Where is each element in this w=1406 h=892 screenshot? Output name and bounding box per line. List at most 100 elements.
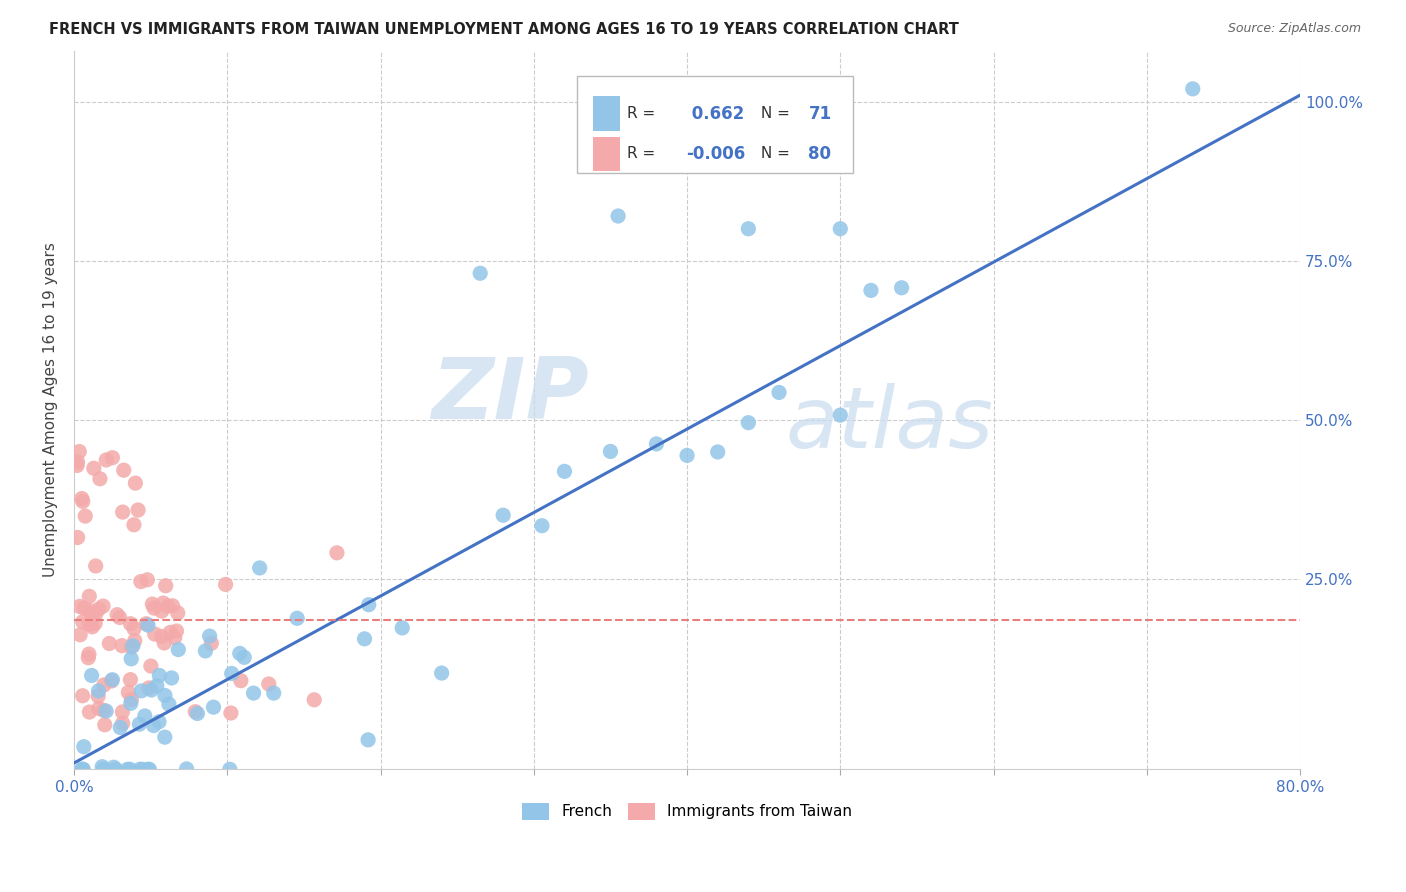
Point [101,673,124,687]
Point [194,644,217,658]
Point [87,602,110,616]
Point [167,642,190,657]
Point [122,517,145,532]
Point [93,703,115,717]
Point [218,762,240,776]
Point [242,686,264,700]
Point [67,444,90,458]
Point [152,596,174,610]
Point [768,385,790,400]
Point [100,673,122,688]
Text: atlas: atlas [785,383,993,466]
Point [120,652,142,666]
Point [229,647,252,661]
Point [159,625,181,640]
Point [84,607,107,622]
Point [136,762,159,776]
Point [676,449,699,463]
Point [198,629,221,643]
Point [200,636,222,650]
Bar [593,136,620,171]
Point [142,718,165,732]
Point [830,408,852,422]
Point [162,599,184,613]
Point [72,762,94,776]
Y-axis label: Unemployment Among Ages 16 to 19 years: Unemployment Among Ages 16 to 19 years [44,243,58,577]
Bar [593,96,620,131]
Point [105,607,128,622]
Point [202,700,225,714]
Point [72,494,94,508]
Point [257,677,280,691]
Point [128,762,150,776]
Point [69,599,91,614]
Point [737,416,759,430]
Point [93,678,115,692]
Point [77,590,100,604]
Text: R =: R = [627,146,659,161]
Point [79,604,101,618]
Point [263,686,285,700]
Text: -0.006: -0.006 [686,145,745,163]
Point [229,673,252,688]
Point [285,611,308,625]
Point [108,610,131,624]
Point [706,445,728,459]
Text: N =: N = [755,146,794,161]
Point [96,453,118,467]
Point [353,632,375,646]
Point [134,709,156,723]
Point [553,464,575,478]
Point [117,762,139,776]
Point [72,689,94,703]
Point [73,739,96,754]
Point [131,762,153,776]
Point [219,706,242,720]
Point [110,721,132,735]
Point [103,760,125,774]
Point [83,461,105,475]
Point [91,599,114,613]
Point [66,455,89,469]
Point [122,622,145,636]
Point [75,509,97,524]
Point [131,684,153,698]
Point [98,636,121,650]
Point [84,559,107,574]
Point [80,607,103,621]
Text: FRENCH VS IMMIGRANTS FROM TAIWAN UNEMPLOYMENT AMONG AGES 16 TO 19 YEARS CORRELAT: FRENCH VS IMMIGRANTS FROM TAIWAN UNEMPLO… [49,22,959,37]
Text: 80: 80 [808,145,831,163]
Point [73,601,96,615]
Point [72,615,94,629]
Point [72,762,94,776]
Point [160,671,183,685]
Point [430,666,453,681]
Point [87,701,110,715]
Point [77,647,100,661]
Point [890,281,912,295]
Point [91,760,114,774]
Text: ZIP: ZIP [432,354,589,437]
Point [143,627,166,641]
Point [70,491,93,506]
Point [150,604,173,618]
Point [530,518,553,533]
Point [111,705,134,719]
FancyBboxPatch shape [576,76,852,173]
Point [141,683,163,698]
Point [146,679,169,693]
Point [859,284,882,298]
Point [143,601,166,615]
Point [599,444,621,458]
Point [66,531,89,545]
Text: 71: 71 [808,104,831,122]
Point [129,574,152,589]
Point [111,505,134,519]
Point [79,705,101,719]
Point [93,718,115,732]
Point [326,546,349,560]
Point [153,689,176,703]
Text: Source: ZipAtlas.com: Source: ZipAtlas.com [1227,22,1361,36]
Point [156,599,179,613]
Point [117,685,139,699]
